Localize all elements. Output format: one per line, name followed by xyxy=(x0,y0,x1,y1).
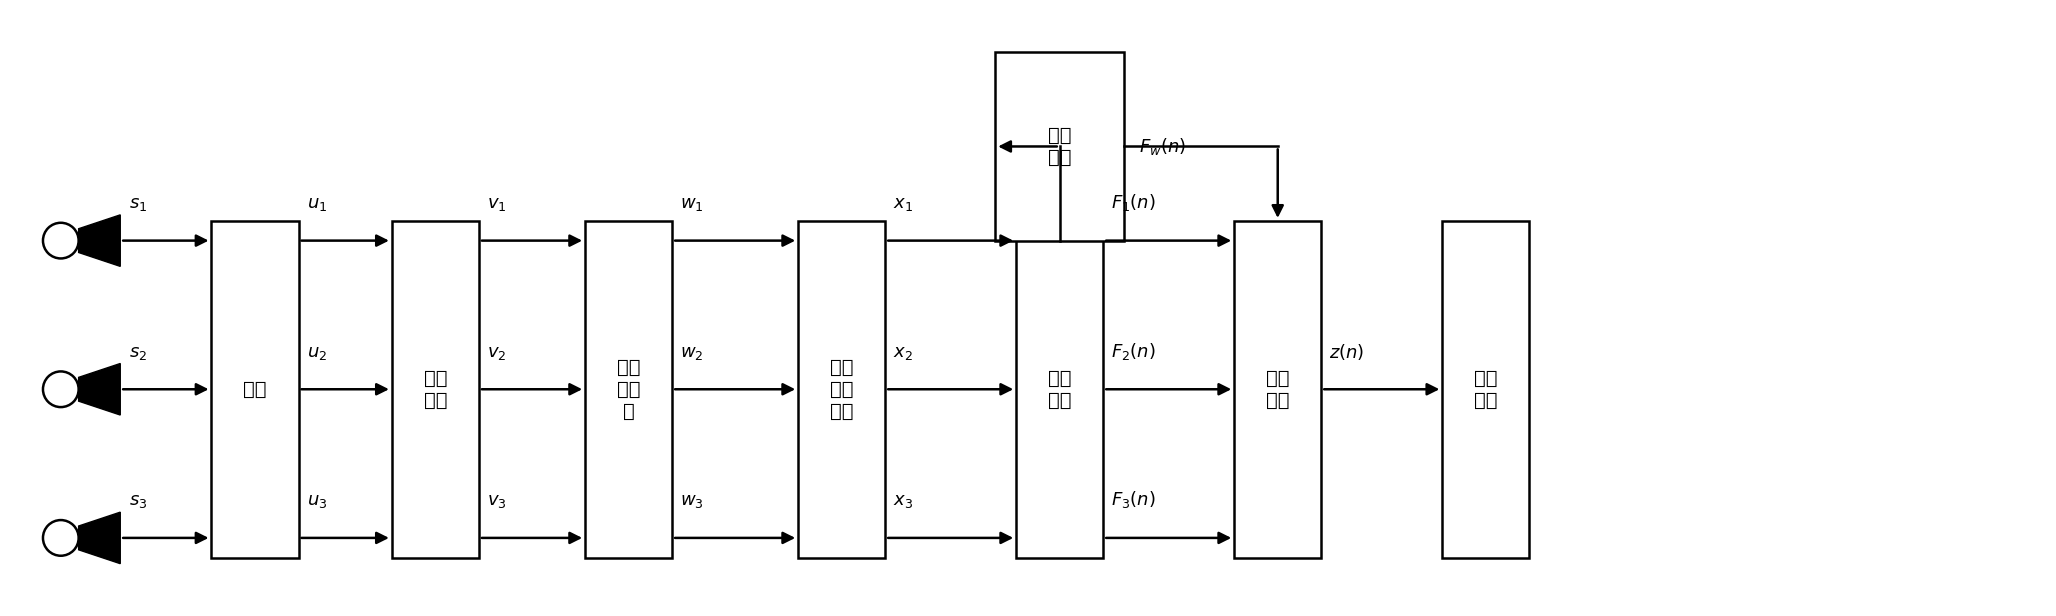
Bar xyxy=(1016,221,1104,557)
Bar xyxy=(1234,221,1322,557)
Text: $F_3(n)$: $F_3(n)$ xyxy=(1110,489,1155,510)
Text: $x_1$: $x_1$ xyxy=(892,195,913,213)
Bar xyxy=(586,221,672,557)
Text: $v_1$: $v_1$ xyxy=(487,195,506,213)
Bar xyxy=(1441,221,1530,557)
Text: $z(n)$: $z(n)$ xyxy=(1330,341,1365,362)
Text: 料位
计算: 料位 计算 xyxy=(1474,369,1497,410)
Text: 调理: 调理 xyxy=(243,379,267,399)
Text: $s_2$: $s_2$ xyxy=(130,344,148,362)
Text: $w_3$: $w_3$ xyxy=(681,492,703,510)
Text: 频谱
分析: 频谱 分析 xyxy=(1049,126,1071,167)
Text: $F_1(n)$: $F_1(n)$ xyxy=(1110,192,1155,213)
Text: $F_2(n)$: $F_2(n)$ xyxy=(1110,341,1155,362)
Bar xyxy=(393,221,479,557)
Text: 信号
甄别: 信号 甄别 xyxy=(1266,369,1289,410)
Text: 预白
化处
理: 预白 化处 理 xyxy=(617,358,639,421)
Text: $x_2$: $x_2$ xyxy=(892,344,913,362)
Bar xyxy=(798,221,886,557)
Polygon shape xyxy=(78,215,119,266)
Ellipse shape xyxy=(43,520,78,556)
Text: $F_w(n)$: $F_w(n)$ xyxy=(1139,136,1186,157)
Text: 模数
转换: 模数 转换 xyxy=(424,369,446,410)
Bar xyxy=(212,221,298,557)
Text: $x_3$: $x_3$ xyxy=(892,492,913,510)
Text: $w_2$: $w_2$ xyxy=(681,344,703,362)
Ellipse shape xyxy=(43,223,78,259)
Text: $u_1$: $u_1$ xyxy=(306,195,327,213)
Text: 盲源
分离
处理: 盲源 分离 处理 xyxy=(831,358,853,421)
Text: $v_2$: $v_2$ xyxy=(487,344,506,362)
Text: $v_3$: $v_3$ xyxy=(487,492,506,510)
Polygon shape xyxy=(78,363,119,415)
Text: $s_1$: $s_1$ xyxy=(130,195,148,213)
Polygon shape xyxy=(78,512,119,564)
Text: $s_3$: $s_3$ xyxy=(130,492,148,510)
Ellipse shape xyxy=(43,371,78,407)
Text: $u_3$: $u_3$ xyxy=(306,492,327,510)
Text: $u_2$: $u_2$ xyxy=(306,344,327,362)
Text: $w_1$: $w_1$ xyxy=(681,195,703,213)
Text: 频谱
分析: 频谱 分析 xyxy=(1049,369,1071,410)
Bar xyxy=(995,52,1125,241)
